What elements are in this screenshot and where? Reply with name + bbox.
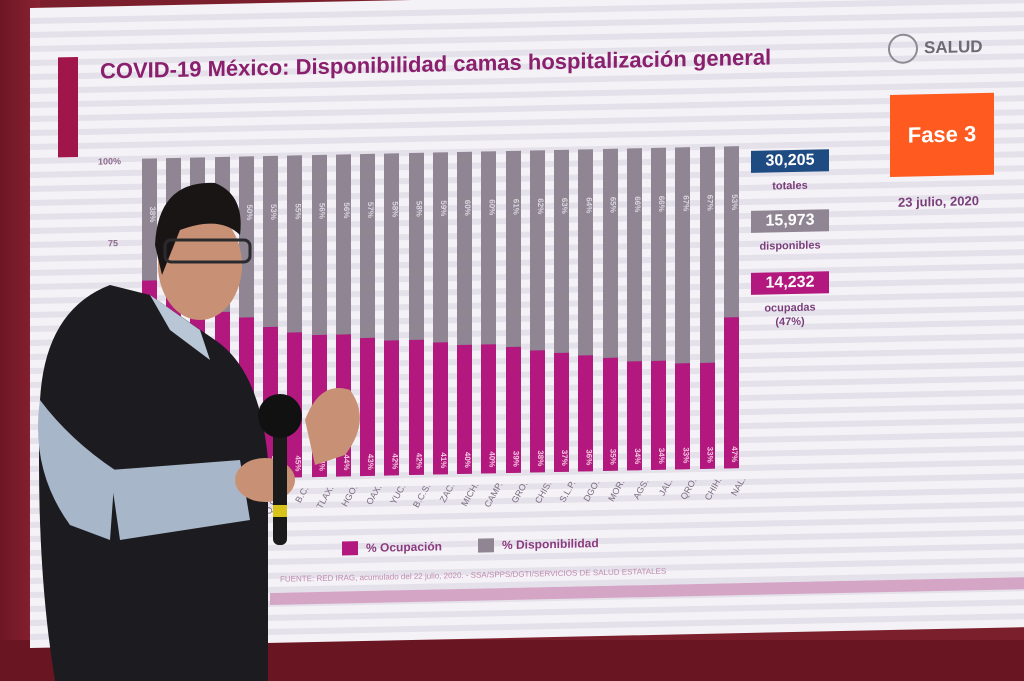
stat-ocupadas-label: ocupadas: [764, 301, 816, 315]
bar-ocupacion-label-22: 33%: [681, 447, 691, 464]
bar-23: 67% 33%: [699, 146, 715, 469]
bar-ocupacion-label-19: 35%: [608, 448, 618, 465]
bar-disponibilidad-label-23: 67%: [705, 194, 715, 211]
seal-icon: [888, 33, 918, 65]
bar-disponibilidad-label-22: 67%: [681, 195, 691, 212]
bar-24: 53% 47%: [723, 146, 739, 469]
bar-disponibilidad-label-24: 53%: [729, 194, 739, 211]
fase-badge: Fase 3: [890, 92, 994, 177]
legend-label-disponibilidad: % Disponibilidad: [502, 536, 599, 553]
bar-ocupacion-label-21: 34%: [657, 447, 667, 464]
legend-swatch-disponibilidad: [478, 538, 494, 553]
presenter-right-hand: [305, 388, 360, 465]
bar-21: 66% 34%: [651, 147, 667, 470]
presenter-collar: [150, 295, 210, 360]
stat-disponibles: 15,973: [751, 209, 829, 233]
stat-ocupadas-pct: (47%): [775, 315, 805, 329]
salud-logo: SALUD: [888, 32, 983, 65]
stat-disponibles-label: disponibles: [759, 239, 821, 253]
bar-ocupacion-label-14: 40%: [487, 451, 497, 468]
stat-totales-label: totales: [772, 179, 808, 193]
bar-16: 62% 38%: [529, 150, 545, 473]
presenter-glasses: [163, 238, 252, 264]
microphone-band: [273, 505, 287, 517]
bar-disponibilidad-label-13: 60%: [463, 199, 473, 216]
bar-disponibilidad-label-19: 65%: [608, 196, 618, 213]
bar-19: 65% 35%: [602, 148, 618, 472]
bar-disponibilidad-label-20: 66%: [632, 196, 642, 213]
bar-ocupacion-label-11: 42%: [414, 452, 424, 469]
bar-disponibilidad-label-12: 59%: [438, 200, 448, 217]
bar-12: 59% 41%: [432, 152, 448, 475]
bar-ocupacion-label-18: 36%: [584, 449, 594, 466]
microphone-head: [258, 394, 302, 438]
bar-disponibilidad-label-21: 66%: [657, 195, 667, 212]
bar-disponibilidad-label-14: 60%: [487, 199, 497, 216]
presenter-face: [158, 210, 242, 320]
bar-ocupacion-label-24: 47%: [729, 446, 739, 463]
bar-ocupacion-label-12: 41%: [438, 452, 448, 469]
bar-ocupacion-label-20: 34%: [632, 448, 642, 465]
bar-ocupacion-label-15: 39%: [511, 450, 521, 467]
presenter-shirt-left-arm: [38, 400, 115, 540]
bar-disponibilidad-label-16: 62%: [535, 198, 545, 215]
presenter-shirt-right-arm: [110, 460, 250, 540]
bar-20: 66% 34%: [626, 148, 642, 471]
bar-ocupacion-label-16: 38%: [535, 450, 545, 467]
bar-17: 63% 37%: [554, 149, 570, 473]
bar-14: 60% 40%: [481, 151, 497, 474]
bar-ocupacion-label-13: 40%: [463, 451, 473, 468]
stat-totales: 30,205: [751, 149, 829, 173]
presenter-hair: [155, 182, 241, 275]
presenter: [38, 182, 360, 681]
bar-disponibilidad-label-15: 61%: [511, 198, 521, 215]
bar-15: 61% 39%: [505, 150, 521, 474]
stat-ocupadas: 14,232: [751, 271, 829, 295]
bar-disponibilidad-label-11: 58%: [414, 200, 424, 217]
bar-disponibilidad-label-17: 63%: [560, 197, 570, 214]
legend-disponibilidad: % Disponibilidad: [478, 536, 599, 553]
bar-22: 67% 33%: [675, 147, 691, 470]
bar-13: 60% 40%: [457, 151, 473, 475]
bar-18: 64% 36%: [578, 149, 594, 472]
bar-ocupacion-label-23: 33%: [705, 446, 715, 463]
bar-ocupacion-label-17: 37%: [560, 449, 570, 466]
bar-11: 58% 42%: [408, 152, 424, 476]
logo-text: SALUD: [924, 37, 983, 58]
microphone-handle: [273, 420, 287, 545]
bar-disponibilidad-label-18: 64%: [584, 197, 594, 214]
slide-date: 23 julio, 2020: [898, 193, 979, 210]
